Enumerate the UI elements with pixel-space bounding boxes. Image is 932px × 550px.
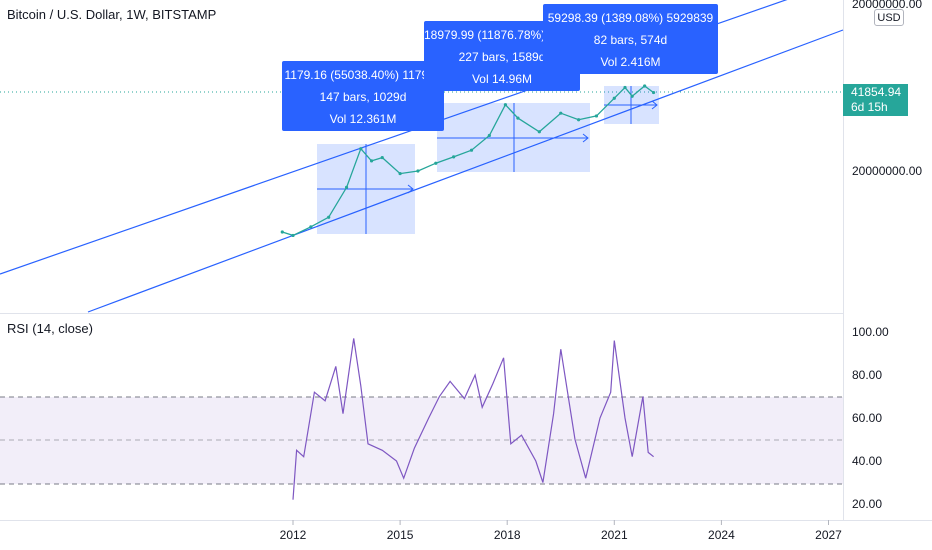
price-point[interactable] bbox=[469, 148, 474, 152]
price-axis-top-label: 20000000.00 bbox=[852, 0, 922, 11]
rsi-axis[interactable]: 100.00 80.00 60.00 40.00 20.00 bbox=[852, 325, 889, 511]
channel-lower-line[interactable] bbox=[87, 29, 844, 313]
callout-1-change: 1179.16 (55038.40%) 117916 bbox=[284, 68, 442, 82]
callout-1-bars: 147 bars, 1029d bbox=[319, 90, 407, 104]
measure-box-3[interactable] bbox=[604, 86, 659, 124]
price-point[interactable] bbox=[643, 84, 647, 88]
measure-callout-2[interactable]: 18979.99 (11876.78%) 1897999 227 bars, 1… bbox=[424, 21, 580, 91]
price-point[interactable] bbox=[651, 90, 656, 95]
price-axis-mid-label: 20000000.00 bbox=[852, 164, 922, 178]
price-point[interactable] bbox=[623, 85, 627, 90]
measure-callout-3[interactable]: 59298.39 (1389.08%) 5929839 82 bars, 574… bbox=[543, 4, 718, 74]
price-point[interactable] bbox=[452, 155, 456, 159]
price-point[interactable] bbox=[487, 133, 491, 138]
currency-label[interactable]: USD bbox=[874, 9, 904, 26]
price-point[interactable] bbox=[291, 233, 295, 238]
last-price-value: 41854.94 bbox=[851, 85, 902, 99]
price-point[interactable] bbox=[434, 161, 438, 165]
bar-countdown: 6d 15h bbox=[851, 100, 888, 114]
rsi-line[interactable] bbox=[292, 338, 654, 500]
price-point[interactable] bbox=[369, 159, 374, 163]
price-point[interactable] bbox=[612, 96, 616, 100]
callout-1-volume: Vol 12.361M bbox=[329, 112, 397, 126]
x-tick-label: 2021 bbox=[601, 528, 628, 542]
callout-3-change: 59298.39 (1389.08%) 5929839 bbox=[547, 11, 714, 25]
price-point[interactable] bbox=[280, 230, 284, 234]
callout-3-volume: Vol 2.416M bbox=[600, 55, 661, 69]
callout-2-volume: Vol 14.96M bbox=[471, 72, 533, 86]
rsi-tick-label: 60.00 bbox=[852, 411, 882, 425]
rsi-series[interactable] bbox=[292, 338, 654, 500]
measure-box-3-arrow bbox=[651, 100, 658, 110]
rsi-tick-label: 80.00 bbox=[852, 368, 882, 382]
x-tick-label: 2015 bbox=[387, 528, 414, 542]
price-point[interactable] bbox=[630, 94, 634, 98]
callout-3-bars: 82 bars, 574d bbox=[593, 33, 668, 47]
measure-box-1[interactable] bbox=[317, 144, 415, 234]
price-point[interactable] bbox=[503, 103, 508, 107]
price-point[interactable] bbox=[309, 225, 313, 229]
price-point[interactable] bbox=[327, 215, 331, 219]
price-point[interactable] bbox=[416, 169, 420, 173]
last-price-tag: 41854.94 6d 15h bbox=[843, 84, 908, 116]
measure-callout-1[interactable]: 1179.16 (55038.40%) 117916 147 bars, 102… bbox=[282, 61, 444, 131]
measure-box-1-arrow bbox=[407, 184, 414, 194]
time-axis[interactable]: 2012 2015 2018 2021 2024 2027 bbox=[280, 520, 843, 542]
price-point[interactable] bbox=[344, 185, 349, 189]
price-point[interactable] bbox=[559, 111, 563, 115]
measure-box-2-arrow bbox=[582, 133, 589, 143]
x-tick-label: 2027 bbox=[815, 528, 842, 542]
price-point[interactable] bbox=[398, 171, 402, 176]
callout-2-change: 18979.99 (11876.78%) 1897999 bbox=[424, 28, 580, 42]
rsi-tick-label: 100.00 bbox=[852, 325, 889, 339]
x-tick-label: 2024 bbox=[708, 528, 735, 542]
price-point[interactable] bbox=[359, 147, 363, 151]
rsi-tick-label: 40.00 bbox=[852, 454, 882, 468]
x-tick-label: 2012 bbox=[280, 528, 307, 542]
price-point[interactable] bbox=[537, 130, 541, 134]
rsi-tick-label: 20.00 bbox=[852, 497, 882, 511]
price-point[interactable] bbox=[516, 116, 520, 120]
price-point[interactable] bbox=[577, 118, 581, 122]
price-point[interactable] bbox=[380, 155, 384, 160]
symbol-title[interactable]: Bitcoin / U.S. Dollar, 1W, BITSTAMP bbox=[7, 7, 217, 22]
callout-2-bars: 227 bars, 1589d bbox=[458, 50, 546, 64]
rsi-title[interactable]: RSI (14, close) bbox=[7, 321, 93, 336]
x-tick-label: 2018 bbox=[494, 528, 521, 542]
price-series[interactable] bbox=[280, 84, 656, 238]
price-point[interactable] bbox=[594, 114, 599, 118]
